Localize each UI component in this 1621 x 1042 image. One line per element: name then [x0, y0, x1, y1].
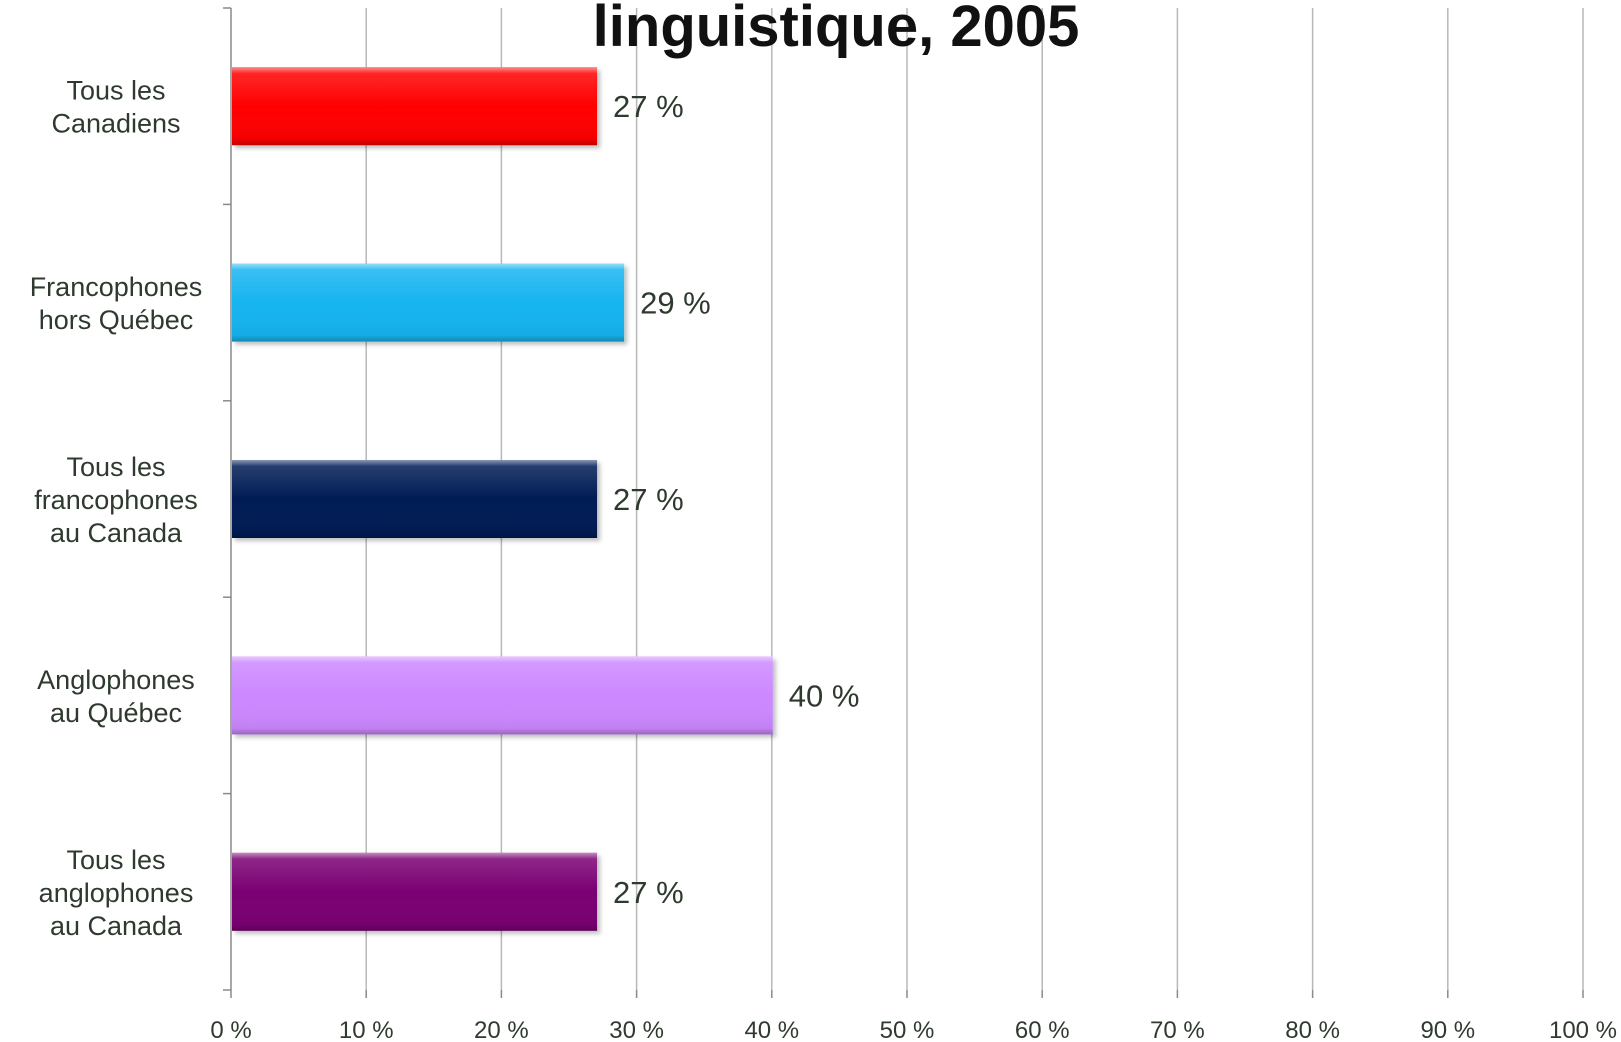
- bar: [232, 263, 625, 342]
- bar: [232, 852, 598, 931]
- x-tick-label: 10 %: [339, 1017, 394, 1042]
- category-label: Anglophones au Québec: [37, 665, 195, 728]
- x-tick-label: 50 %: [880, 1017, 935, 1042]
- bar: [232, 656, 773, 735]
- category-label: Francophones hors Québec: [30, 272, 203, 335]
- bar-highlight: [232, 852, 598, 931]
- bar-highlight: [232, 656, 773, 735]
- x-tick-label: 40 %: [744, 1017, 799, 1042]
- data-label: 29 %: [640, 286, 711, 321]
- x-tick-label: 80 %: [1285, 1017, 1340, 1042]
- bar: [232, 460, 598, 538]
- category-label: Tous les Canadiens: [51, 76, 180, 139]
- data-label: 40 %: [789, 678, 860, 713]
- x-tick-label: 100 %: [1549, 1017, 1617, 1042]
- chart-title: linguistique, 2005: [593, 0, 1080, 59]
- x-tick-label: 20 %: [474, 1017, 529, 1042]
- category-label: Tous les francophones au Canada: [34, 452, 198, 548]
- data-label: 27 %: [613, 89, 684, 124]
- x-tick-label: 60 %: [1015, 1017, 1070, 1042]
- bar-highlight: [232, 460, 598, 538]
- bars: [232, 67, 773, 931]
- data-label: 27 %: [613, 875, 684, 910]
- bar: [232, 67, 598, 146]
- x-tick-label: 70 %: [1150, 1017, 1205, 1042]
- axes: [223, 7, 1584, 998]
- data-label: 27 %: [613, 482, 684, 517]
- category-label: Tous les anglophones au Canada: [39, 845, 194, 941]
- bar-highlight: [232, 67, 598, 146]
- bar-highlight: [232, 263, 625, 342]
- labels: 0 % 10 % 20 % 30 % 40 % 50 % 60 % 70 % 80 % 90 % 1…: [30, 76, 1617, 1042]
- x-tick-label: 90 %: [1420, 1017, 1475, 1042]
- x-tick-label: 30 %: [609, 1017, 664, 1042]
- x-tick-label: 0 %: [210, 1017, 251, 1042]
- gridlines: [365, 8, 1584, 990]
